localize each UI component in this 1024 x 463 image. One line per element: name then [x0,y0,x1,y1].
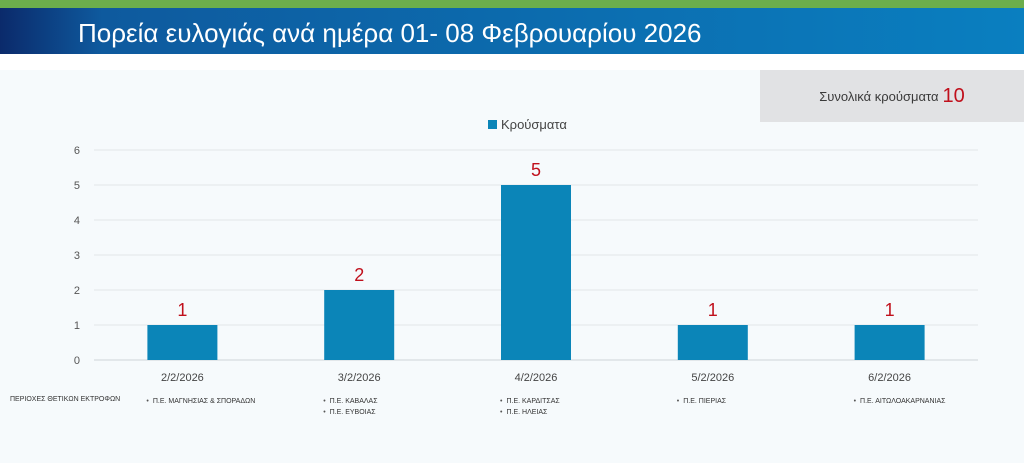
x-tick-label: 3/2/2026 [338,372,381,384]
header-separator [0,54,1024,70]
page-title: Πορεία ευλογιάς ανά ημέρα 01- 08 Φεβρουα… [78,18,702,48]
data-label: 1 [885,300,895,320]
y-tick-label: 2 [74,285,80,297]
region-list: Π.Ε. ΚΑΡΔΙΤΣΑΣΠ.Ε. ΗΛΕΙΑΣ [500,396,560,418]
total-cases-box: Συνολικά κρούσματα 10 [760,70,1024,122]
region-item: Π.Ε. ΗΛΕΙΑΣ [500,407,560,418]
x-tick-label: 2/2/2026 [161,372,204,384]
total-cases-value: 10 [942,84,965,107]
y-tick-label: 0 [74,355,80,367]
region-item: Π.Ε. ΠΙΕΡΙΑΣ [677,396,726,407]
bar [324,290,395,360]
x-tick-label: 4/2/2026 [515,372,558,384]
regions-row-label: ΠΕΡΙΟΧΕΣ ΘΕΤΙΚΩΝ ΕΚΤΡΟΦΩΝ [10,396,121,403]
region-item: Π.Ε. ΚΑΡΔΙΤΣΑΣ [500,396,559,407]
bar [147,325,218,360]
y-tick-label: 1 [74,320,80,332]
x-tick-label: 5/2/2026 [691,372,734,384]
total-cases-label: Συνολικά κρούσματα [819,88,939,104]
data-label: 2 [354,265,364,285]
y-tick-label: 3 [74,250,80,262]
data-label: 5 [531,160,541,180]
bar [501,185,571,360]
legend-label: Κρούσματα [501,117,567,132]
y-tick-label: 4 [74,215,80,227]
region-list: Π.Ε. ΑΙΤΩΛΟΑΚΑΡΝΑΝΙΑΣ [854,396,945,407]
region-item: Π.Ε. ΜΑΓΝΗΣΙΑΣ & ΣΠΟΡΑΔΩΝ [146,396,255,407]
chart-legend: Κρούσματα [488,117,567,132]
region-item: Π.Ε. ΕΥΒΟΙΑΣ [323,407,377,418]
bar [854,325,925,360]
data-label: 1 [708,300,718,320]
region-list: Π.Ε. ΠΙΕΡΙΑΣ [677,396,726,407]
bar [677,325,748,360]
x-tick-label: 6/2/2026 [868,372,911,384]
header-accent-stripe [0,0,1024,8]
y-tick-label: 5 [74,180,80,192]
y-tick-label: 6 [74,145,80,157]
region-item: Π.Ε. ΚΑΒΑΛΑΣ [323,396,378,407]
region-item: Π.Ε. ΑΙΤΩΛΟΑΚΑΡΝΑΝΙΑΣ [854,396,945,407]
legend-swatch [488,120,497,129]
region-list: Π.Ε. ΜΑΓΝΗΣΙΑΣ & ΣΠΟΡΑΔΩΝ [146,396,255,407]
region-list: Π.Ε. ΚΑΒΑΛΑΣΠ.Ε. ΕΥΒΟΙΑΣ [323,396,378,418]
title-bar: Πορεία ευλογιάς ανά ημέρα 01- 08 Φεβρουα… [0,8,1024,54]
data-label: 1 [177,300,187,320]
